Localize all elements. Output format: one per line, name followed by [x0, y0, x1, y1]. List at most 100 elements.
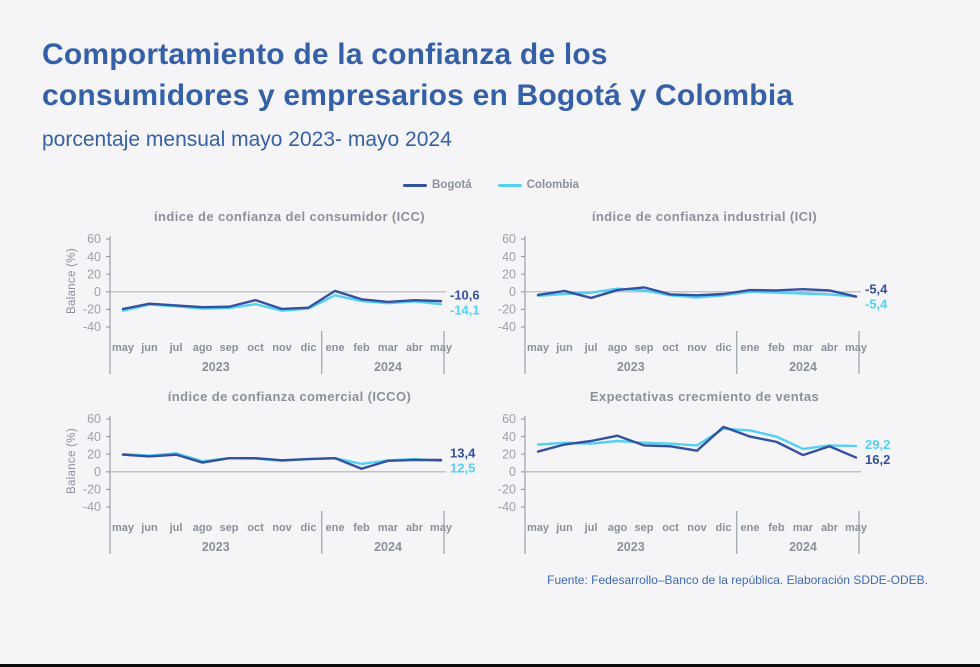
svg-text:jun: jun [555, 522, 573, 534]
svg-text:2024: 2024 [374, 360, 402, 374]
svg-text:jul: jul [169, 342, 183, 354]
svg-text:jun: jun [555, 342, 573, 354]
svg-text:40: 40 [502, 430, 516, 444]
svg-text:-14,1: -14,1 [450, 303, 480, 318]
chart-ici: índice de confianza industrial (ICI) 60 4… [475, 207, 920, 379]
svg-text:ene: ene [326, 522, 345, 534]
svg-text:0: 0 [509, 465, 516, 479]
svg-text:ago: ago [608, 342, 628, 354]
legend-label-bogota: Bogotá [432, 179, 472, 192]
svg-text:ago: ago [193, 522, 213, 534]
svg-text:may: may [845, 522, 868, 534]
svg-text:sep: sep [635, 522, 654, 534]
svg-text:ene: ene [741, 342, 760, 354]
svg-text:sep: sep [220, 342, 239, 354]
chart-icco: índice de confianza comercial (ICCO) Bal… [60, 387, 505, 559]
svg-text:feb: feb [768, 342, 785, 354]
page-subtitle: porcentaje mensual mayo 2023- mayo 2024 [42, 128, 452, 152]
svg-text:mar: mar [793, 522, 814, 534]
svg-text:dic: dic [301, 342, 317, 354]
svg-text:13,4: 13,4 [450, 446, 476, 461]
svg-text:-20: -20 [83, 303, 101, 317]
legend-item-bogota: Bogotá [403, 179, 472, 191]
svg-text:jul: jul [584, 522, 598, 534]
svg-text:-40: -40 [83, 320, 101, 334]
svg-text:oct: oct [662, 342, 679, 354]
svg-text:20: 20 [502, 448, 516, 462]
legend-item-colombia: Colombia [497, 179, 579, 192]
svg-text:2023: 2023 [617, 360, 645, 374]
svg-text:-40: -40 [498, 500, 516, 514]
svg-text:ago: ago [608, 522, 628, 534]
svg-text:dic: dic [716, 522, 732, 534]
svg-text:2024: 2024 [374, 540, 402, 554]
chart-icco-title: índice de confianza comercial (ICCO) [167, 389, 412, 405]
svg-text:oct: oct [662, 522, 679, 534]
charts-grid: índice de confianza del consumidor (ICC)… [42, 207, 980, 559]
svg-text:feb: feb [353, 522, 370, 534]
svg-text:jun: jun [140, 342, 158, 354]
svg-text:ago: ago [193, 342, 213, 354]
svg-text:-40: -40 [498, 320, 516, 334]
svg-text:abr: abr [406, 342, 424, 354]
page-title-line2: consumidores y empresarios en Bogotá y C… [42, 79, 794, 113]
svg-text:2023: 2023 [617, 540, 645, 554]
bogota-line-swatch-icon [403, 183, 427, 187]
chart-icc: índice de confianza del consumidor (ICC)… [60, 207, 505, 379]
svg-text:may: may [845, 342, 868, 354]
chart-ici-title: índice de confianza industrial (ICI) [591, 209, 818, 225]
svg-text:29,2: 29,2 [865, 437, 890, 452]
svg-text:feb: feb [768, 522, 785, 534]
svg-text:40: 40 [87, 430, 101, 444]
slide: Comportamiento de la confianza de los con… [42, 34, 980, 587]
svg-text:-5,4: -5,4 [865, 297, 888, 312]
svg-text:2023: 2023 [202, 360, 230, 374]
svg-text:-40: -40 [83, 500, 101, 514]
svg-text:-20: -20 [498, 483, 516, 497]
svg-text:jul: jul [169, 522, 183, 534]
svg-text:may: may [430, 522, 453, 534]
page-title: Comportamiento de la confianza de los con… [42, 34, 980, 116]
svg-text:nov: nov [687, 522, 707, 534]
svg-text:-10,6: -10,6 [450, 288, 480, 303]
svg-text:60: 60 [502, 412, 516, 426]
svg-text:feb: feb [353, 342, 370, 354]
chart-icco-ylabel: Balance (%) [66, 428, 78, 495]
svg-text:may: may [112, 522, 135, 534]
svg-text:mar: mar [378, 342, 399, 354]
svg-text:nov: nov [272, 342, 292, 354]
svg-text:60: 60 [87, 232, 101, 246]
svg-text:may: may [430, 342, 453, 354]
svg-text:60: 60 [87, 412, 101, 426]
chart-icc-title: índice de confianza del consumidor (ICC) [154, 209, 425, 225]
svg-text:mar: mar [793, 342, 814, 354]
svg-text:2024: 2024 [789, 540, 817, 554]
svg-text:2023: 2023 [202, 540, 230, 554]
svg-text:nov: nov [272, 522, 292, 534]
svg-text:0: 0 [94, 285, 101, 299]
bottom-border-bar [0, 664, 980, 667]
page-title-line1: Comportamiento de la confianza de los [42, 38, 608, 71]
svg-text:0: 0 [509, 285, 516, 299]
svg-text:40: 40 [502, 250, 516, 264]
svg-text:abr: abr [406, 522, 424, 534]
svg-text:dic: dic [716, 342, 732, 354]
svg-text:oct: oct [247, 522, 264, 534]
svg-text:40: 40 [87, 250, 101, 264]
svg-text:sep: sep [220, 522, 239, 534]
svg-text:ene: ene [326, 342, 345, 354]
svg-text:sep: sep [635, 342, 654, 354]
svg-text:20: 20 [87, 448, 101, 462]
svg-text:abr: abr [821, 522, 839, 534]
svg-text:may: may [112, 342, 135, 354]
svg-text:jun: jun [140, 522, 158, 534]
svg-text:16,2: 16,2 [865, 452, 890, 467]
legend-label-colombia: Colombia [526, 179, 579, 192]
chart-ventas-title: Expectativas crecmiento de ventas [589, 389, 820, 405]
svg-text:2024: 2024 [789, 360, 817, 374]
svg-text:20: 20 [87, 268, 101, 282]
